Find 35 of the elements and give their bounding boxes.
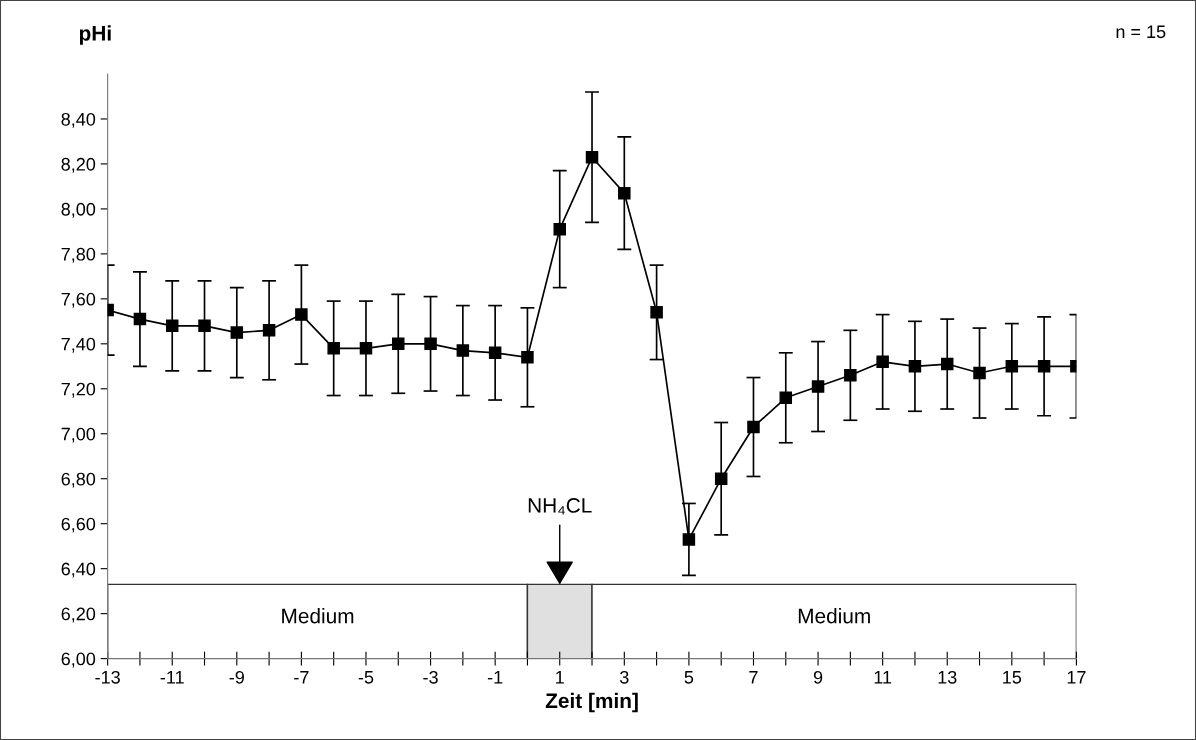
band-label: Medium (798, 608, 870, 624)
annotation: NH₄CL (528, 498, 592, 515)
y-tick-label: 7,20 (61, 382, 96, 398)
y-tick-label: 7,80 (61, 247, 96, 263)
y-tick-label: 6,00 (61, 652, 96, 668)
x-tick-label: -1 (487, 671, 503, 684)
x-tick-label: 7 (749, 671, 758, 684)
y-tick-label: 6,40 (61, 562, 96, 578)
x-tick-label: 13 (938, 670, 957, 684)
y-tick-label: 7,60 (61, 292, 96, 308)
x-tick-label: -3 (423, 670, 438, 684)
x-tick-label: 11 (874, 671, 892, 684)
x-tick-label: 5 (684, 671, 694, 684)
y-tick-label: 7,40 (61, 337, 96, 353)
x-tick-label: -13 (95, 670, 120, 684)
y-tick-label: 6,60 (61, 517, 96, 533)
x-axis-title: Zeit [min] (545, 692, 638, 713)
x-tick-label: -9 (229, 670, 244, 684)
y-tick-label: 7,00 (61, 427, 96, 443)
x-tick-label: 1 (556, 671, 564, 684)
x-tick-label: -5 (358, 671, 374, 684)
y-tick-label: 6,80 (61, 472, 96, 488)
y-axis-title: pHi (79, 25, 111, 45)
y-tick-label: 8,20 (61, 157, 96, 173)
y-tick-label: 8,40 (61, 112, 96, 128)
x-tick-label: 3 (619, 670, 629, 684)
x-tick-label: 9 (813, 670, 823, 684)
y-tick-label: 8,00 (61, 202, 96, 218)
text: n = 15 (1116, 25, 1166, 39)
band-label: Medium (282, 608, 354, 624)
x-tick-label: -7 (294, 671, 309, 684)
x-tick-label: -11 (160, 671, 184, 684)
x-tick-label: 17 (1067, 671, 1086, 684)
x-tick-label: 15 (1003, 671, 1022, 684)
y-tick-label: 6,20 (61, 607, 96, 623)
